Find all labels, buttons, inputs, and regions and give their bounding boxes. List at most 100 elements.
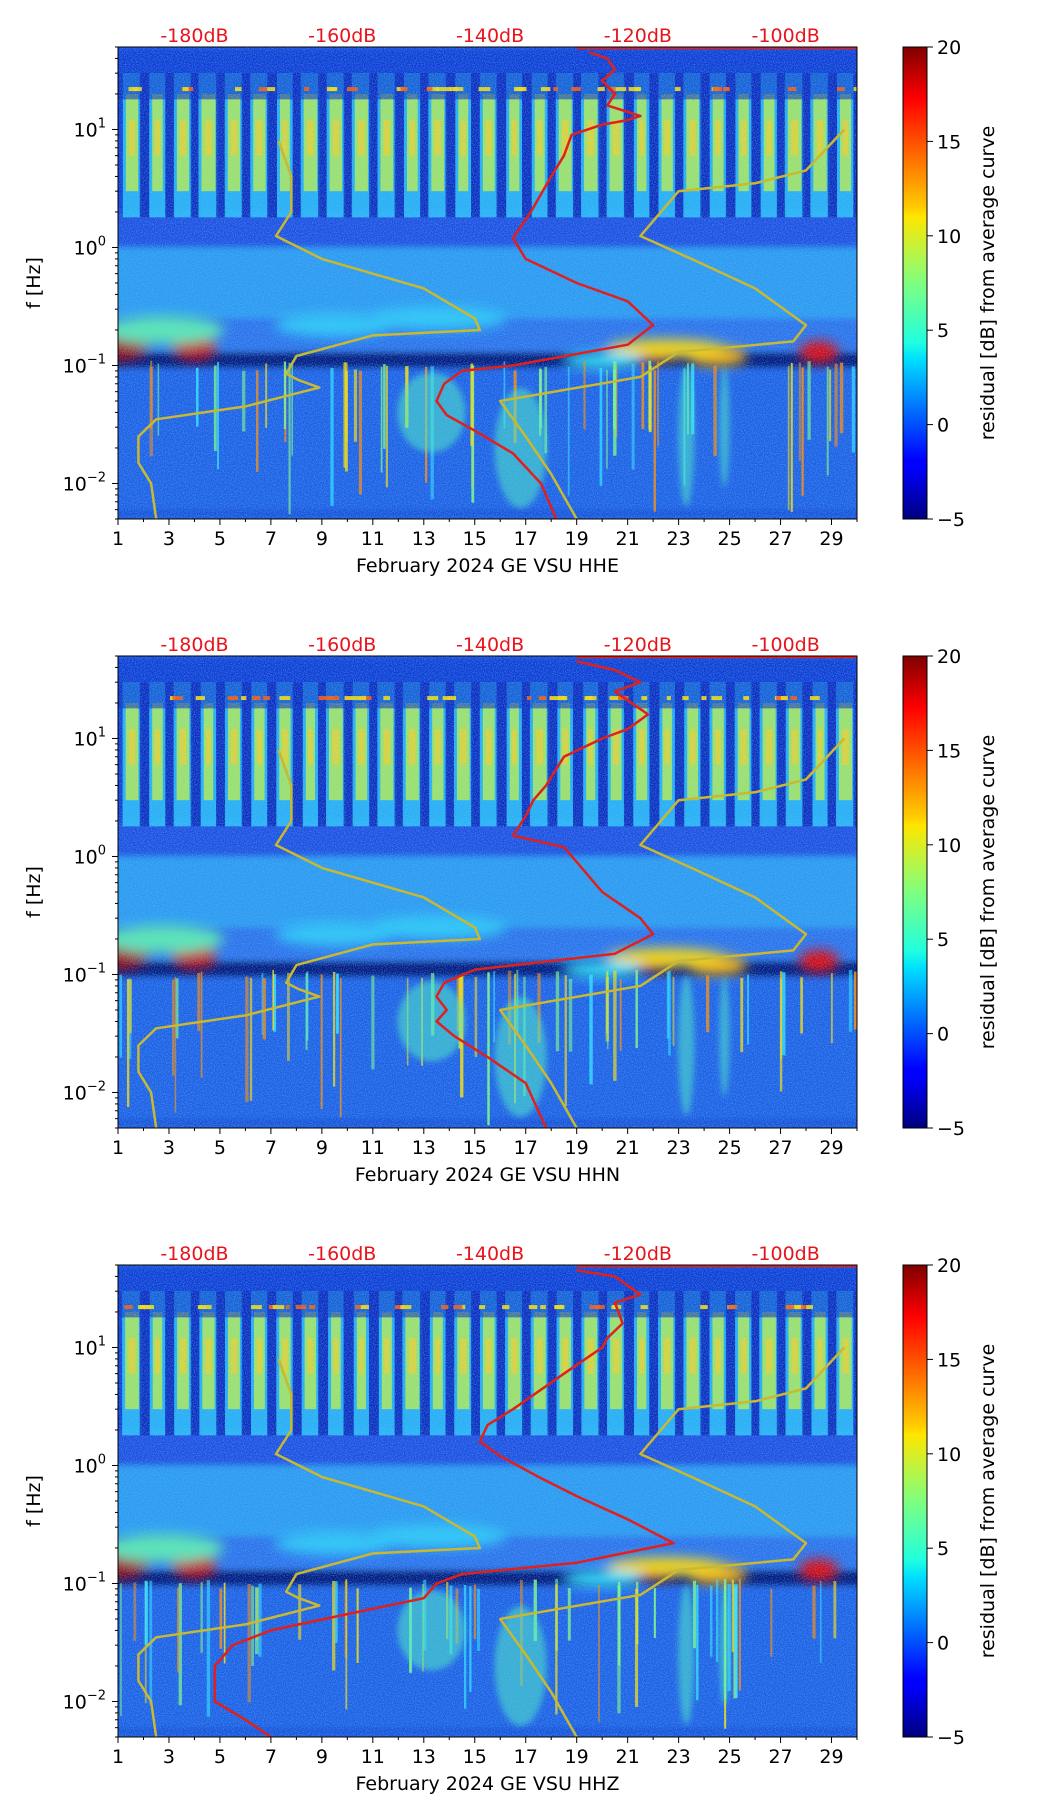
colorbar-gradient	[902, 655, 928, 1129]
y-tick-label: 10−2	[63, 1688, 106, 1713]
colorbar-tick-label: 20	[937, 1255, 961, 1277]
red-average-psd-curve	[435, 660, 655, 1128]
y-tick-exponent: −1	[87, 961, 106, 976]
day-stripe-glow	[863, 1291, 878, 1435]
spectrogram-image	[118, 1265, 889, 1737]
top-db-label: -180dB	[160, 25, 228, 47]
y-tick-exponent: 1	[98, 116, 106, 131]
x-tick-label: 9	[316, 1746, 328, 1768]
x-tick-label: 25	[717, 1137, 741, 1159]
colorbar-tick-label: 10	[937, 226, 961, 248]
x-tick-label: 13	[412, 1137, 436, 1159]
x-tick-label: 21	[616, 528, 640, 550]
night-gap	[879, 682, 889, 826]
top-db-label: -120dB	[604, 1243, 672, 1265]
red-average-psd-curve	[213, 1269, 675, 1737]
y-axis-label: f [Hz]	[23, 866, 45, 918]
x-tick-label: 19	[565, 528, 589, 550]
x-tick-label: 17	[514, 1137, 538, 1159]
day-stripe-core	[865, 94, 876, 191]
y-axis-label: f [Hz]	[23, 257, 45, 309]
x-tick-label: 13	[412, 1746, 436, 1768]
colorbar-tick-label: 20	[937, 646, 961, 668]
colorbar-tick-label: 0	[937, 1024, 949, 1046]
top-db-label: -100dB	[752, 25, 820, 47]
day-stripe-glow	[862, 73, 879, 217]
colorbar-tick-label: 20	[937, 37, 961, 59]
y-tick-base: 10	[63, 1082, 87, 1104]
x-tick-label: 27	[768, 528, 792, 550]
x-tick-label: 13	[412, 528, 436, 550]
colorbar-tick-label: 15	[937, 1349, 961, 1371]
y-tick-base: 10	[63, 1573, 87, 1595]
colorbar-gradient	[902, 1264, 928, 1738]
colorbar-label: residual [dB] from average curve	[977, 1344, 999, 1659]
x-tick-label: 5	[214, 1137, 226, 1159]
top-db-label: -140dB	[456, 25, 524, 47]
colorbar-gradient	[902, 46, 928, 520]
y-tick-exponent: −2	[87, 1079, 106, 1094]
y-tick-base: 10	[74, 119, 98, 141]
x-tick-label: 21	[616, 1137, 640, 1159]
y-tick-base: 10	[74, 728, 98, 750]
x-tick-label: 23	[667, 1137, 691, 1159]
x-tick-label: 1	[112, 1137, 124, 1159]
x-tick-label: 19	[565, 1137, 589, 1159]
x-tick-label: 27	[768, 1746, 792, 1768]
y-tick-label: 100	[74, 234, 106, 259]
y-tick-label: 101	[74, 116, 106, 141]
colorbar-label: residual [dB] from average curve	[977, 126, 999, 441]
x-tick-label: 17	[514, 1746, 538, 1768]
top-db-label: -180dB	[160, 634, 228, 656]
y-tick-label: 100	[74, 843, 106, 868]
y-tick-exponent: −2	[87, 1688, 106, 1703]
top-db-label: -160dB	[308, 25, 376, 47]
x-tick-label: 11	[361, 528, 385, 550]
y-tick-exponent: 0	[98, 843, 106, 858]
y-tick-base: 10	[74, 1455, 98, 1477]
y-tick-base: 10	[63, 473, 87, 495]
day-stripe-hot	[869, 1338, 874, 1374]
colorbar-tick-label: 0	[937, 415, 949, 437]
y-tick-exponent: −1	[87, 1570, 106, 1585]
y-tick-label: 101	[74, 1334, 106, 1359]
x-tick-label: 27	[768, 1137, 792, 1159]
x-tick-label: 1	[112, 1746, 124, 1768]
yellow-noise-model-curve	[137, 749, 482, 1128]
x-tick-label: 25	[717, 1746, 741, 1768]
x-tick-label: 9	[316, 1137, 328, 1159]
colorbar: 20 15 10 5 0 −5 residual [dB] from average cur…	[902, 646, 999, 1140]
x-tick-label: 15	[463, 528, 487, 550]
x-tick-label: 7	[265, 1137, 277, 1159]
x-tick-label: 3	[163, 1137, 175, 1159]
day-stripe-core	[866, 703, 875, 800]
day-stripe-hot	[868, 120, 874, 156]
day-stripe-hot	[869, 729, 874, 765]
y-tick-base: 10	[74, 846, 98, 868]
y-tick-exponent: 1	[98, 1334, 106, 1349]
colorbar-tick-label: 5	[937, 1538, 949, 1560]
night-gap	[879, 1291, 889, 1435]
x-tick-label: 23	[667, 1746, 691, 1768]
y-tick-label: 10−1	[63, 961, 106, 986]
x-tick-label: 15	[463, 1746, 487, 1768]
y-axis-label: f [Hz]	[23, 1475, 45, 1527]
colorbar-tick-label: −5	[937, 1118, 965, 1140]
colorbar-tick-label: 5	[937, 320, 949, 342]
x-tick-label: 29	[819, 1137, 843, 1159]
colorbar-tick-label: −5	[937, 1727, 965, 1749]
top-db-label: -120dB	[604, 634, 672, 656]
top-db-label: -100dB	[752, 1243, 820, 1265]
x-tick-label: 23	[667, 528, 691, 550]
y-tick-exponent: −2	[87, 470, 106, 485]
top-db-label: -180dB	[160, 1243, 228, 1265]
x-tick-label: 15	[463, 1137, 487, 1159]
y-tick-exponent: 1	[98, 725, 106, 740]
x-tick-label: 11	[361, 1137, 385, 1159]
top-db-label: -160dB	[308, 1243, 376, 1265]
y-tick-label: 10−1	[63, 1570, 106, 1595]
speckle-noise	[118, 656, 857, 1128]
colorbar-label: residual [dB] from average curve	[977, 735, 999, 1050]
